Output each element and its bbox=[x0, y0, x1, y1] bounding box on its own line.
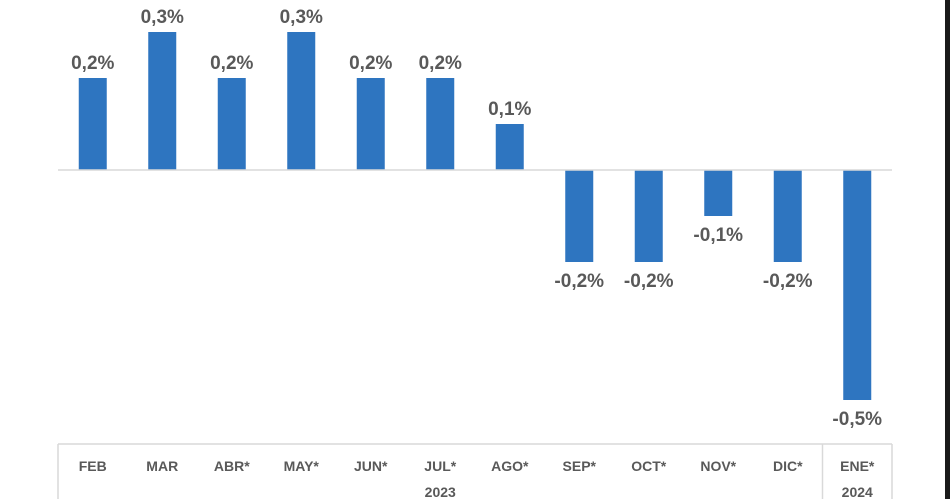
bar-feb bbox=[78, 78, 107, 170]
bar-jul bbox=[426, 78, 455, 170]
tick-label: MAR bbox=[146, 458, 178, 474]
data-label: -0,2% bbox=[624, 271, 674, 292]
tick-label: FEB bbox=[79, 458, 107, 474]
tick-label: NOV* bbox=[700, 458, 736, 474]
bar-may bbox=[287, 32, 316, 170]
data-label: -0,2% bbox=[763, 271, 813, 292]
bar-nov bbox=[704, 170, 733, 216]
window-edge bbox=[945, 0, 950, 499]
data-label: 0,2% bbox=[71, 53, 114, 74]
data-label: 0,1% bbox=[488, 99, 531, 120]
bar-sep bbox=[565, 170, 594, 262]
tick-label: ENE* bbox=[840, 458, 875, 474]
tick-label: JUL* bbox=[424, 458, 456, 474]
data-label: 0,3% bbox=[141, 7, 184, 28]
data-label: 0,2% bbox=[210, 53, 253, 74]
bar-ene bbox=[843, 170, 872, 400]
tick-label: AGO* bbox=[491, 458, 529, 474]
data-label: -0,5% bbox=[832, 409, 882, 430]
tick-label: JUN* bbox=[354, 458, 388, 474]
bar-mar bbox=[148, 32, 177, 170]
bar-jun bbox=[356, 78, 385, 170]
bars-layer bbox=[78, 32, 872, 400]
tick-label: DIC* bbox=[773, 458, 803, 474]
year-group-label: 2023 bbox=[425, 484, 456, 499]
tick-label: SEP* bbox=[563, 458, 597, 474]
bar-oct bbox=[634, 170, 663, 262]
bar-dic bbox=[773, 170, 802, 262]
data-label: 0,2% bbox=[419, 53, 462, 74]
category-axis: FEB MAR ABR* MAY* JUN* JUL* AGO* SEP* OCT* NOV* DI… bbox=[57, 443, 893, 499]
data-labels-layer: 0,2% 0,3% 0,2% 0,3% 0,2% 0,2% 0,1% -0,2% -0,2% -0… bbox=[71, 7, 882, 430]
data-label: -0,1% bbox=[693, 225, 743, 246]
data-label: 0,2% bbox=[349, 53, 392, 74]
data-label: 0,3% bbox=[280, 7, 323, 28]
bar-ago bbox=[495, 124, 524, 170]
bar-abr bbox=[217, 78, 246, 170]
tick-label: MAY* bbox=[284, 458, 320, 474]
data-label: -0,2% bbox=[554, 271, 604, 292]
tick-label: ABR* bbox=[214, 458, 250, 474]
year-group-label: 2024 bbox=[842, 484, 873, 499]
tick-label: OCT* bbox=[631, 458, 667, 474]
